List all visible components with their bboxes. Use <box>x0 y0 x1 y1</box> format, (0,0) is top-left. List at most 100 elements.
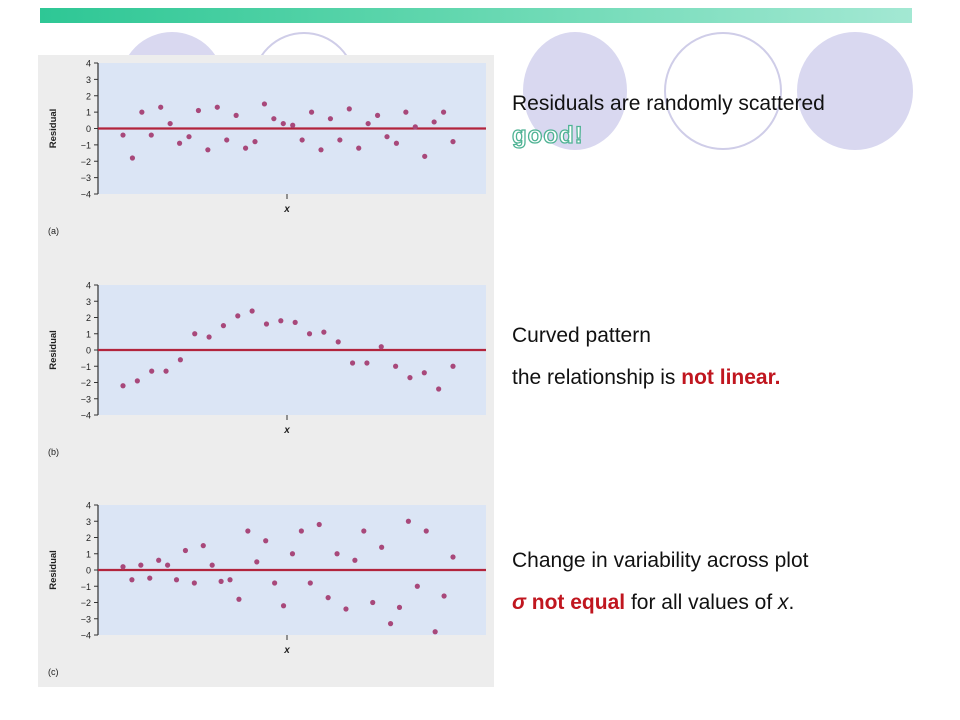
data-point <box>343 606 349 612</box>
y-tick-label: 2 <box>86 533 91 543</box>
annotation-b-prefix: the relationship is <box>512 366 682 389</box>
y-tick-label: 0 <box>86 346 91 356</box>
data-point <box>349 360 356 366</box>
data-point <box>387 621 394 627</box>
y-tick-label: 0 <box>86 566 91 576</box>
y-tick-label: −4 <box>81 631 91 641</box>
data-point <box>252 139 258 145</box>
data-point <box>129 577 135 583</box>
x-axis-label: x <box>283 204 290 215</box>
title-accent-bar <box>40 8 912 23</box>
data-point <box>138 562 144 568</box>
data-point <box>334 551 340 557</box>
data-point <box>129 155 136 161</box>
y-tick-label: 1 <box>86 108 91 118</box>
data-point <box>374 112 381 118</box>
panel-label: (b) <box>48 447 59 457</box>
data-point <box>280 120 286 127</box>
data-point <box>393 140 400 146</box>
y-tick-label: −1 <box>81 582 91 592</box>
residual-plots-figure: 4 3 2 1 0 −1 −2 −3 −4 Residual x (a) 4 3 2 1 0 −1 −2 −3 −4 Re… <box>38 55 494 687</box>
data-point <box>271 116 277 122</box>
data-point <box>407 375 413 381</box>
y-tick-label: 1 <box>86 329 91 339</box>
data-point <box>327 116 334 122</box>
data-point <box>370 599 376 606</box>
data-point <box>278 318 284 324</box>
data-point <box>233 112 239 118</box>
data-point <box>321 329 327 335</box>
data-point <box>290 122 296 128</box>
variable-x: x <box>778 591 789 614</box>
annotation-a-line2: good! <box>511 120 825 152</box>
panel-label: (c) <box>48 667 59 677</box>
data-point <box>224 137 230 143</box>
y-tick-label: −2 <box>81 598 91 608</box>
y-tick-label: 3 <box>86 517 91 527</box>
annotation-c: Change in variability across plot σ not … <box>512 545 808 619</box>
data-point <box>249 308 255 314</box>
data-point <box>414 583 420 589</box>
data-point <box>318 147 324 153</box>
not-equal-highlight: not equal <box>525 591 626 614</box>
y-tick-label: −1 <box>81 362 91 372</box>
data-point <box>147 575 153 581</box>
y-tick-label: 0 <box>86 124 91 134</box>
data-point <box>307 580 313 586</box>
annotation-a-line1: Residuals are randomly scattered <box>512 92 825 115</box>
data-point <box>346 106 352 112</box>
data-point <box>242 145 249 151</box>
data-point <box>206 334 212 340</box>
data-point <box>396 604 403 610</box>
y-tick-label: 3 <box>86 75 91 85</box>
data-point <box>422 153 428 159</box>
data-point <box>337 137 343 143</box>
data-point <box>450 139 456 145</box>
y-tick-label: 2 <box>86 91 91 101</box>
y-tick-label: 1 <box>86 549 91 559</box>
data-point <box>220 323 227 329</box>
data-point <box>163 368 169 374</box>
data-point <box>200 543 206 549</box>
data-point <box>120 383 126 389</box>
data-point <box>177 357 183 363</box>
annotation-b: Curved pattern the relationship is not l… <box>512 320 780 394</box>
data-point <box>405 518 412 524</box>
data-point <box>254 559 260 565</box>
data-point <box>379 544 385 550</box>
annotation-c-line2: σ not equal for all values of x. <box>512 587 808 619</box>
y-tick-label: 4 <box>86 501 91 511</box>
data-point <box>356 145 362 151</box>
data-point <box>245 528 251 534</box>
y-tick-label: −3 <box>81 614 91 624</box>
data-point <box>440 109 447 115</box>
y-tick-label: −1 <box>81 140 91 150</box>
data-point <box>149 368 155 374</box>
panel-label: (a) <box>48 226 59 236</box>
annotation-c-line1: Change in variability across plot <box>512 549 809 572</box>
y-tick-label: 3 <box>86 297 91 307</box>
data-point <box>299 137 305 143</box>
decorative-circle-3 <box>523 32 627 150</box>
data-point <box>393 363 399 369</box>
data-point <box>298 528 304 534</box>
data-point <box>186 134 192 140</box>
data-point <box>325 595 331 601</box>
data-point <box>263 538 269 544</box>
y-tick-label: −4 <box>81 411 91 421</box>
data-point <box>182 547 189 554</box>
data-point <box>214 104 220 110</box>
data-point <box>167 120 173 127</box>
data-point <box>139 109 145 115</box>
residual-plot-a: 4 3 2 1 0 −1 −2 −3 −4 Residual x (a) <box>48 59 486 236</box>
data-point <box>335 339 341 345</box>
data-point <box>432 629 438 635</box>
y-tick-label: −3 <box>81 394 91 404</box>
y-tick-label: 4 <box>86 281 91 291</box>
data-point <box>191 580 197 586</box>
data-point <box>192 331 198 337</box>
data-point <box>436 386 442 392</box>
good-highlight: good! <box>511 121 584 149</box>
y-tick-label: −3 <box>81 173 91 183</box>
data-point <box>209 562 215 568</box>
